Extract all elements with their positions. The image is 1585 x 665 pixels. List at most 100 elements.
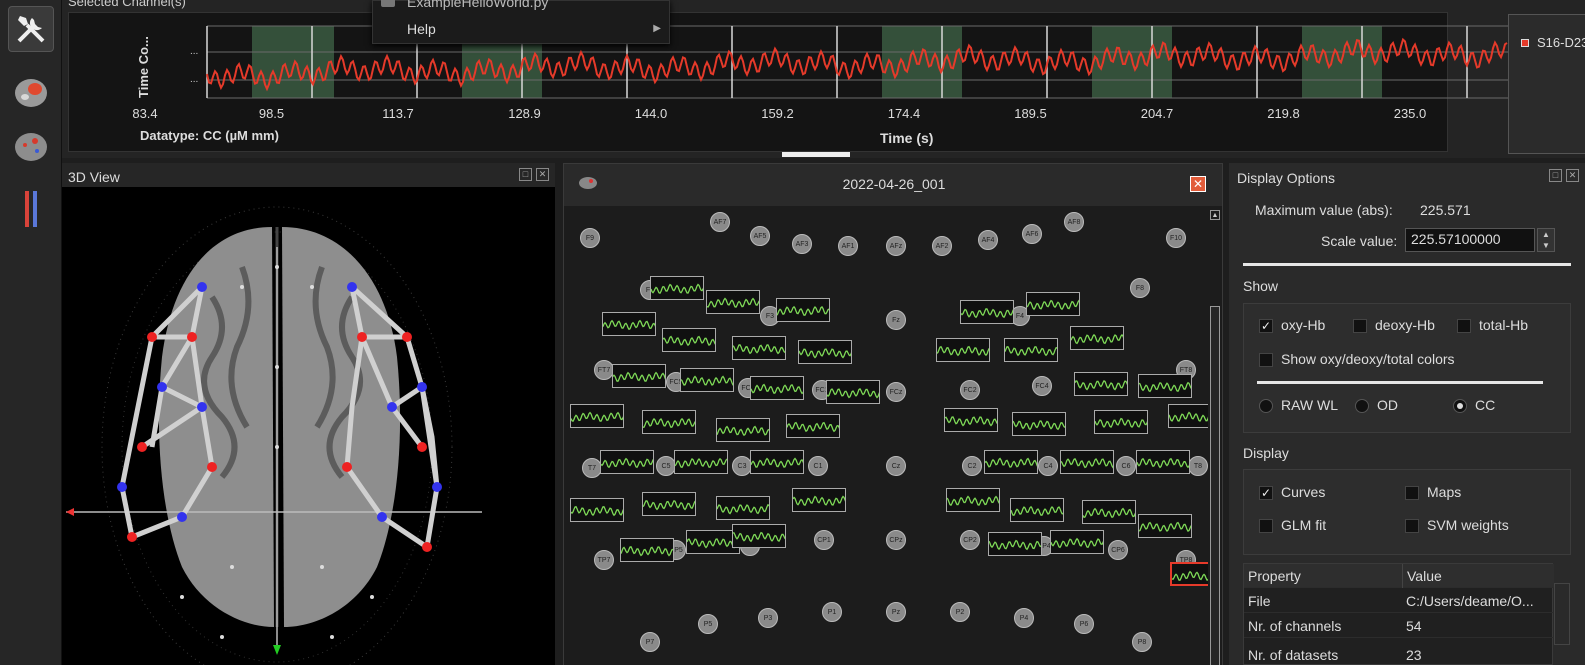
- optode-tp7[interactable]: TP7: [594, 550, 614, 570]
- optode-ft7[interactable]: FT7: [594, 360, 614, 380]
- table-row[interactable]: File C:/Users/deame/O...: [1244, 589, 1554, 613]
- optode-c5[interactable]: C5: [656, 456, 676, 476]
- optode-p5[interactable]: P5: [698, 614, 718, 634]
- optode-t7[interactable]: T7: [582, 458, 602, 478]
- channel-curve[interactable]: [716, 418, 770, 442]
- channel-curve[interactable]: [1138, 374, 1192, 398]
- channel-curve[interactable]: [612, 364, 666, 388]
- brain-channels-button[interactable]: [8, 122, 54, 168]
- brain-map-button[interactable]: [8, 68, 54, 114]
- channel-curve[interactable]: [642, 492, 696, 516]
- close-icon[interactable]: ✕: [536, 168, 549, 181]
- glm-fit-checkbox[interactable]: [1259, 519, 1273, 533]
- deoxy-hb-checkbox[interactable]: [1353, 319, 1367, 333]
- optode-pz[interactable]: Pz: [886, 602, 906, 622]
- channel-curve[interactable]: [786, 414, 840, 438]
- channel-curve[interactable]: [750, 450, 804, 474]
- channel-curve[interactable]: [600, 450, 654, 474]
- channel-curve[interactable]: [732, 336, 786, 360]
- panel-splitter[interactable]: [782, 152, 850, 157]
- channel-curve[interactable]: [936, 338, 990, 362]
- channel-curve[interactable]: [674, 450, 728, 474]
- channel-curve[interactable]: [1026, 292, 1080, 316]
- channel-curve[interactable]: [826, 380, 880, 404]
- optode-p4[interactable]: P4: [1014, 608, 1034, 628]
- optode-afz[interactable]: AFz: [886, 236, 906, 256]
- optode-c3[interactable]: C3: [732, 456, 752, 476]
- optode-fc2[interactable]: FC2: [960, 380, 980, 400]
- channel-curve[interactable]: [988, 532, 1042, 556]
- oxy-hb-checkbox[interactable]: ✓: [1259, 319, 1273, 333]
- channel-curve[interactable]: [1074, 372, 1128, 396]
- optode-af1[interactable]: AF1: [838, 236, 858, 256]
- header-property[interactable]: Property: [1248, 568, 1301, 584]
- optode-p6[interactable]: P6: [1074, 614, 1094, 634]
- optode-f8[interactable]: F8: [1130, 278, 1150, 298]
- optode-c2[interactable]: C2: [962, 456, 982, 476]
- channel-curve[interactable]: [620, 538, 674, 562]
- raw-wl-radio[interactable]: [1259, 399, 1273, 413]
- channel-curve[interactable]: [570, 404, 624, 428]
- channel-curve[interactable]: [650, 276, 704, 300]
- optode-fc4[interactable]: FC4: [1032, 376, 1052, 396]
- optode-p7[interactable]: P7: [640, 632, 660, 652]
- float-icon[interactable]: □: [519, 168, 532, 181]
- table-row[interactable]: Nr. of datasets 23: [1244, 639, 1554, 665]
- optode-cp1[interactable]: CP1: [814, 530, 834, 550]
- channel-curve[interactable]: [1010, 498, 1064, 522]
- optode-cp2[interactable]: CP2: [960, 530, 980, 550]
- channel-curve[interactable]: [1094, 410, 1148, 434]
- channel-curve[interactable]: [686, 530, 740, 554]
- optode-cz[interactable]: Cz: [886, 456, 906, 476]
- colorbar-button[interactable]: [8, 186, 54, 232]
- channel-curve[interactable]: [1170, 562, 1208, 586]
- scroll-up-icon[interactable]: ▲: [1210, 210, 1220, 220]
- scale-value-input[interactable]: 225.57100000: [1405, 228, 1535, 252]
- channel-curve[interactable]: [776, 298, 830, 322]
- channel-curve[interactable]: [662, 328, 716, 352]
- optode-af6[interactable]: AF6: [1022, 224, 1042, 244]
- optode-af2[interactable]: AF2: [932, 236, 952, 256]
- curves-checkbox[interactable]: ✓: [1259, 486, 1273, 500]
- probe-scrollbar[interactable]: ▲: [1208, 206, 1222, 665]
- channel-curve[interactable]: [750, 376, 804, 400]
- optode-p2[interactable]: P2: [950, 602, 970, 622]
- channel-curve[interactable]: [1060, 450, 1114, 474]
- timeseries-chart[interactable]: ......: [124, 12, 1508, 108]
- channel-curve[interactable]: [1136, 450, 1190, 474]
- optode-f9[interactable]: F9: [580, 228, 600, 248]
- optode-p8[interactable]: P8: [1132, 632, 1152, 652]
- optode-t8[interactable]: T8: [1188, 456, 1208, 476]
- channel-curve[interactable]: [680, 368, 734, 392]
- channel-curve[interactable]: [716, 496, 770, 520]
- optode-fz[interactable]: Fz: [886, 310, 906, 330]
- channel-curve[interactable]: [732, 524, 786, 548]
- channel-curve[interactable]: [798, 340, 852, 364]
- channel-curve[interactable]: [1012, 412, 1066, 436]
- header-value[interactable]: Value: [1402, 564, 1442, 588]
- close-icon[interactable]: ✕: [1566, 169, 1579, 182]
- total-hb-checkbox[interactable]: [1457, 319, 1471, 333]
- channel-curve[interactable]: [1168, 404, 1208, 428]
- tools-button[interactable]: [8, 6, 54, 52]
- channel-curve[interactable]: [1082, 500, 1136, 524]
- close-window-button[interactable]: ✕: [1190, 176, 1206, 192]
- menu-item-help[interactable]: Help: [407, 21, 436, 37]
- optode-af5[interactable]: AF5: [750, 226, 770, 246]
- od-radio[interactable]: [1355, 399, 1369, 413]
- scale-spinner[interactable]: ▲ ▼: [1537, 228, 1555, 252]
- menu-item-example-script[interactable]: ExampleHelloWorld.py: [407, 0, 549, 10]
- optode-f10[interactable]: F10: [1166, 228, 1186, 248]
- optode-af7[interactable]: AF7: [710, 212, 730, 232]
- optode-af8[interactable]: AF8: [1064, 212, 1084, 232]
- channel-curve[interactable]: [1070, 326, 1124, 350]
- channel-curve[interactable]: [944, 408, 998, 432]
- channel-curve[interactable]: [570, 498, 624, 522]
- optode-c6[interactable]: C6: [1116, 456, 1136, 476]
- optode-af4[interactable]: AF4: [978, 230, 998, 250]
- channel-curve[interactable]: [960, 300, 1014, 324]
- optode-p1[interactable]: P1: [822, 602, 842, 622]
- channel-curve[interactable]: [1004, 338, 1058, 362]
- scroll-thumb[interactable]: [1210, 306, 1220, 665]
- float-icon[interactable]: □: [1549, 169, 1562, 182]
